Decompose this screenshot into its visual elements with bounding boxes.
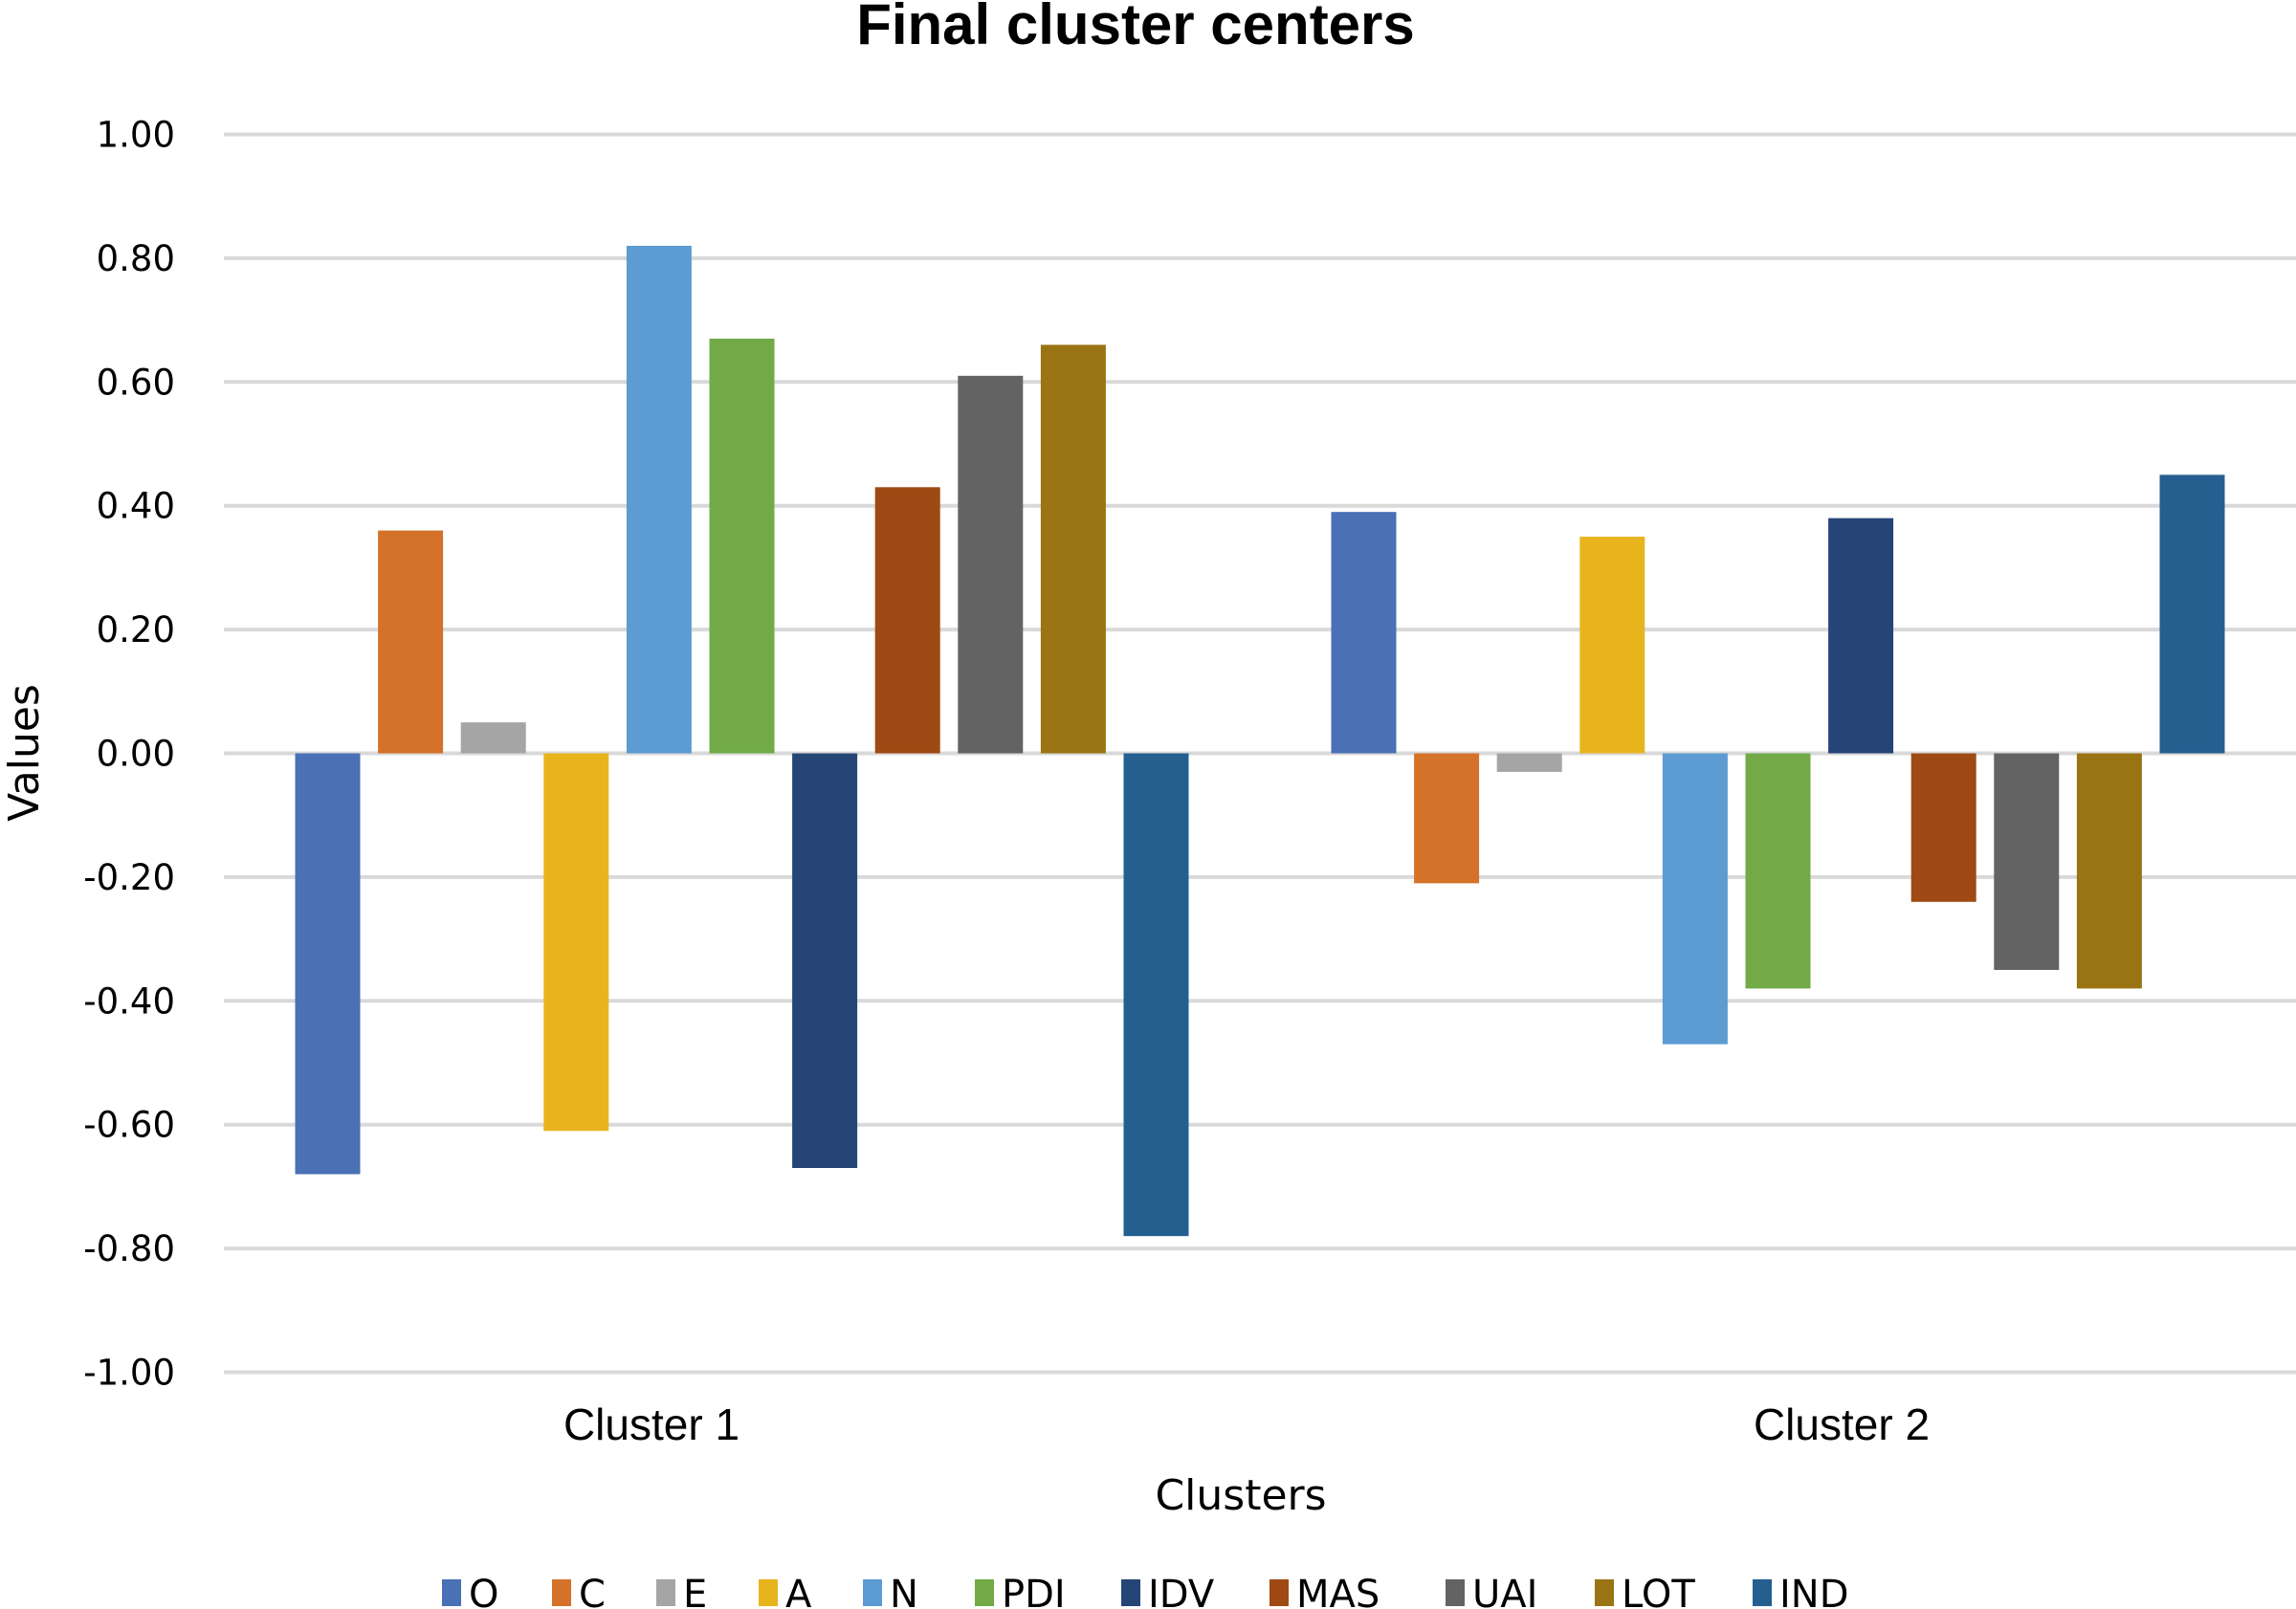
legend-label: IDV xyxy=(1148,1573,1215,1609)
bar-pdi-2 xyxy=(1745,753,1811,989)
bar-uai-2 xyxy=(1994,753,2060,970)
bar-idv-2 xyxy=(1828,518,1894,754)
bar-n-2 xyxy=(1662,753,1728,1045)
bar-mas-2 xyxy=(1910,753,1976,902)
legend-swatch xyxy=(975,1579,994,1606)
legend-item-ind: IND xyxy=(1753,1573,1849,1609)
gridlines xyxy=(224,132,2296,1375)
bar-pdi-1 xyxy=(709,339,775,754)
bar-ind-1 xyxy=(1123,753,1189,1237)
y-tick-label: 0.60 xyxy=(97,362,175,403)
legend-label: MAS xyxy=(1296,1573,1380,1609)
legend-label: IND xyxy=(1779,1573,1849,1609)
legend-item-a: A xyxy=(759,1573,812,1609)
bar-a-1 xyxy=(543,753,609,1132)
bar-c-2 xyxy=(1414,753,1480,884)
y-tick-label: 0.80 xyxy=(97,238,175,279)
legend-swatch xyxy=(552,1579,571,1606)
legend-item-pdi: PDI xyxy=(975,1573,1066,1609)
bars xyxy=(295,245,2225,1237)
legend-label: E xyxy=(683,1573,707,1609)
bar-o-2 xyxy=(1331,512,1397,754)
legend-label: C xyxy=(579,1573,606,1609)
legend-item-o: O xyxy=(442,1573,498,1609)
bar-ind-2 xyxy=(2159,474,2225,754)
legend-label: O xyxy=(469,1573,498,1609)
legend-item-mas: MAS xyxy=(1269,1573,1380,1609)
bar-n-1 xyxy=(626,245,692,754)
y-tick-label: -0.20 xyxy=(83,857,175,898)
legend-item-c: C xyxy=(552,1573,606,1609)
y-tick-label: 0.40 xyxy=(97,486,175,527)
legend-swatch xyxy=(1269,1579,1289,1606)
legend-label: A xyxy=(785,1573,812,1609)
y-tick-label: -0.80 xyxy=(83,1228,175,1269)
bar-idv-1 xyxy=(792,753,858,1168)
legend-item-n: N xyxy=(863,1573,918,1609)
bar-e-2 xyxy=(1496,753,1562,772)
x-category-label: Cluster 2 xyxy=(1754,1400,1930,1449)
legend-swatch xyxy=(656,1579,675,1606)
legend-label: PDI xyxy=(1002,1573,1066,1609)
bar-a-2 xyxy=(1579,537,1645,754)
y-tick-label: -0.60 xyxy=(83,1105,175,1146)
y-axis-ticks: 1.00 0.80 0.60 0.40 0.20 0.00 -0.20 -0.40 -0.60 -… xyxy=(83,115,175,1394)
bar-lot-1 xyxy=(1040,344,1106,754)
legend-swatch xyxy=(863,1579,882,1606)
y-tick-label: -0.40 xyxy=(83,981,175,1022)
x-axis-title: Clusters xyxy=(1155,1471,1326,1520)
legend-item-lot: LOT xyxy=(1595,1573,1695,1609)
legend-item-uai: UAI xyxy=(1446,1573,1537,1609)
y-tick-label: 0.20 xyxy=(97,609,175,650)
legend-label: N xyxy=(890,1573,918,1609)
legend-swatch xyxy=(442,1579,461,1606)
legend-item-e: E xyxy=(656,1573,707,1609)
y-tick-label: 0.00 xyxy=(97,734,175,775)
bar-mas-1 xyxy=(874,487,940,754)
bar-c-1 xyxy=(378,530,444,754)
y-tick-label: 1.00 xyxy=(97,115,175,156)
legend-swatch xyxy=(1446,1579,1465,1606)
x-axis-categories: Cluster 1 Cluster 2 xyxy=(563,1400,1930,1449)
x-category-label: Cluster 1 xyxy=(563,1400,740,1449)
bar-o-1 xyxy=(295,753,361,1175)
legend-item-idv: IDV xyxy=(1121,1573,1215,1609)
legend-swatch xyxy=(759,1579,778,1606)
bar-uai-1 xyxy=(958,375,1024,754)
legend-label: LOT xyxy=(1622,1573,1695,1609)
legend: O C E A N PDI IDV MAS UAI LOT IND xyxy=(442,1573,1849,1609)
bar-e-1 xyxy=(460,722,526,754)
legend-label: UAI xyxy=(1472,1573,1537,1609)
y-tick-label: -1.00 xyxy=(83,1353,175,1394)
legend-swatch xyxy=(1753,1579,1772,1606)
y-axis-title: Values xyxy=(0,684,49,822)
chart-title: Final cluster centers xyxy=(856,0,1415,56)
legend-swatch xyxy=(1121,1579,1140,1606)
legend-swatch xyxy=(1595,1579,1614,1606)
bar-lot-2 xyxy=(2076,753,2142,989)
